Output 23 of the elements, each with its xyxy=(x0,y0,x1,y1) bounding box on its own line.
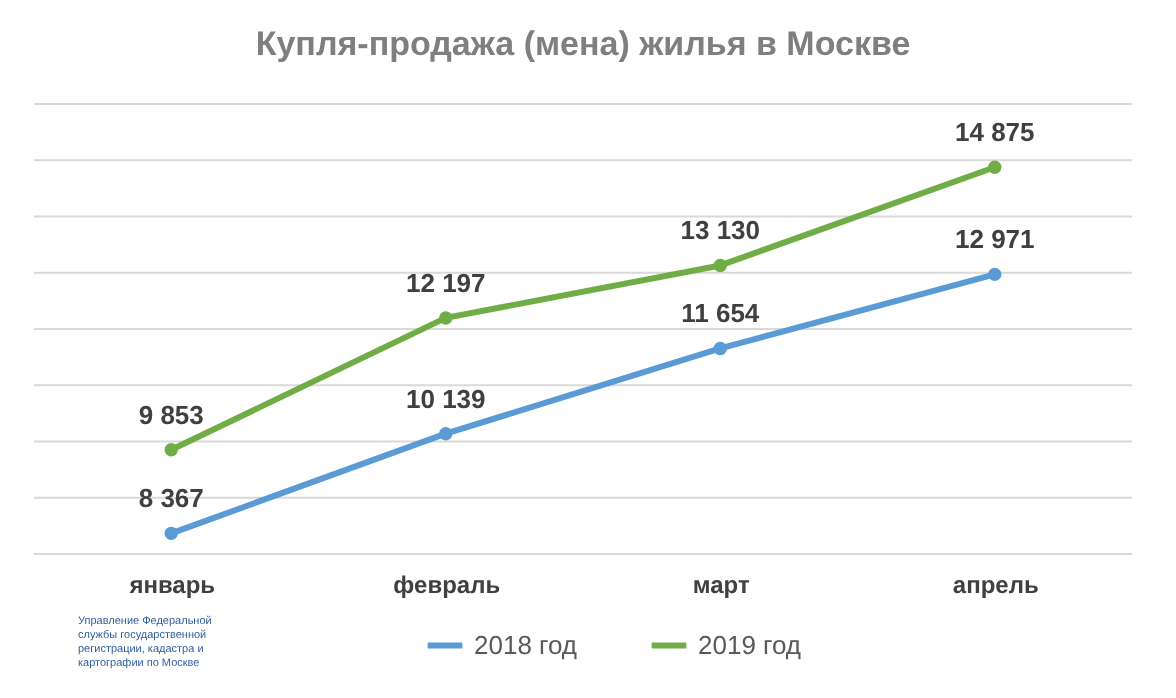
x-tick-label: апрель xyxy=(952,571,1039,599)
legend-label: 2018 год xyxy=(474,629,578,660)
chart-title: Купля-продажа (мена) жилья в Москве xyxy=(255,25,911,63)
legend-label: 2019 год xyxy=(698,629,802,660)
x-tick-label: январь xyxy=(129,571,216,599)
point xyxy=(713,341,727,356)
point xyxy=(164,526,178,541)
data-label: 14 875 xyxy=(954,117,1035,148)
point xyxy=(164,443,178,457)
data-label: 9 853 xyxy=(138,399,204,430)
point xyxy=(988,160,1002,174)
data-label: 11 654 xyxy=(681,298,761,329)
point xyxy=(988,267,1002,282)
point xyxy=(439,426,453,441)
data-label: 8 367 xyxy=(138,483,204,514)
data-label: 13 130 xyxy=(680,215,761,246)
x-tick-label: февраль xyxy=(393,571,501,599)
data-label: 10 139 xyxy=(405,383,486,414)
data-label: 12 971 xyxy=(954,224,1035,255)
data-label: 12 197 xyxy=(405,267,486,298)
point xyxy=(439,311,453,325)
point xyxy=(713,258,727,273)
x-tick-label: март xyxy=(692,571,750,599)
